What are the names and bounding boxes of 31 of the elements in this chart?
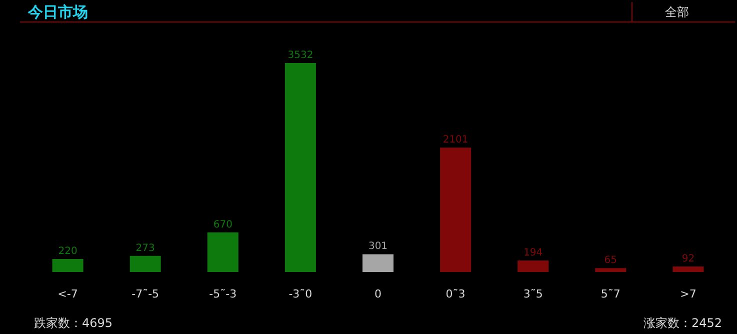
bar (52, 258, 84, 272)
data-label: 301 (368, 241, 388, 252)
data-label: 670 (213, 219, 232, 230)
data-label: 2101 (442, 134, 468, 146)
data-label: 3532 (288, 50, 314, 61)
x-tick-label: 0 (374, 288, 382, 300)
bar (130, 256, 161, 272)
x-tick-label: -5˜-3 (209, 288, 237, 300)
bar (518, 260, 549, 272)
data-label: 220 (58, 246, 78, 257)
data-label: 273 (136, 242, 155, 254)
data-label: 65 (604, 255, 618, 266)
x-tick-label: <-7 (58, 288, 78, 300)
data-label: 194 (524, 248, 543, 259)
bar (440, 148, 472, 272)
x-tick-label: 0˜3 (446, 288, 466, 300)
x-tick-label: -3˜0 (288, 288, 312, 300)
text: 跌家数：4695 (34, 316, 113, 330)
bar (284, 63, 316, 272)
bar (672, 266, 704, 272)
chart-title: 今日市场 (27, 3, 88, 21)
text: 全部 (665, 5, 689, 19)
bar (595, 268, 626, 272)
x-tick-label: -7˜-5 (132, 288, 160, 300)
x-tick-label: 3˜5 (523, 288, 543, 300)
x-tick-label: 5˜7 (600, 288, 620, 300)
x-tick-label: >7 (680, 288, 696, 300)
data-label: 92 (682, 254, 695, 265)
bar (207, 232, 238, 272)
text: 涨家数：2452 (643, 316, 722, 330)
bar (362, 254, 394, 272)
